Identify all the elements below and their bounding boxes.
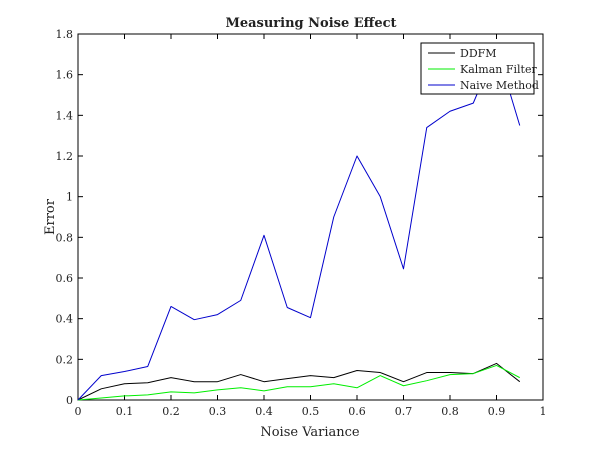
x-tick-label: 0.1 xyxy=(116,405,134,418)
y-tick-label: 0.6 xyxy=(56,272,74,285)
legend: DDFM Kalman Filter Naive Method xyxy=(420,42,539,95)
legend-label-ddfm: DDFM xyxy=(460,47,497,60)
x-tick-label: 0.8 xyxy=(441,405,459,418)
y-axis-label: Error xyxy=(43,198,58,235)
x-tick-label: 0 xyxy=(75,405,82,418)
chart-title: Measuring Noise Effect xyxy=(225,16,396,31)
y-tick-label: 0.8 xyxy=(56,231,74,244)
y-tick-label: 0 xyxy=(66,394,73,407)
y-tick-label: 1.4 xyxy=(56,109,74,122)
x-axis-label: Noise Variance xyxy=(260,425,360,440)
y-tick-label: 1.8 xyxy=(56,28,74,41)
legend-label-kalman-filter: Kalman Filter xyxy=(460,63,537,76)
y-tick-label: 0.4 xyxy=(56,313,74,326)
x-tick-label: 0.6 xyxy=(348,405,366,418)
series-line-naive-method xyxy=(77,47,521,401)
y-tick-label: 1 xyxy=(66,191,73,204)
series-lines xyxy=(77,47,521,401)
ticks: 0 0.1 0.2 0.3 0.4 0.5 0.6 0.7 0.8 0.9 1 0 0.2 0.4 0.6 0… xyxy=(56,28,547,418)
plot-frame xyxy=(77,33,544,401)
x-tick-label: 0.5 xyxy=(302,405,320,418)
y-tick-label: 1.6 xyxy=(56,69,74,82)
series-line-ddfm xyxy=(77,362,521,401)
x-tick-label: 0.2 xyxy=(162,405,180,418)
x-tick-label: 1 xyxy=(540,405,547,418)
legend-label-naive-method: Naive Method xyxy=(460,79,539,92)
x-tick-label: 0.9 xyxy=(488,405,506,418)
x-tick-label: 0.7 xyxy=(395,405,413,418)
y-tick-label: 0.2 xyxy=(56,353,74,366)
series-line-kalman-filter xyxy=(77,364,520,401)
y-tick-label: 1.2 xyxy=(56,150,74,163)
x-tick-label: 0.4 xyxy=(255,405,273,418)
x-tick-label: 0.3 xyxy=(209,405,227,418)
